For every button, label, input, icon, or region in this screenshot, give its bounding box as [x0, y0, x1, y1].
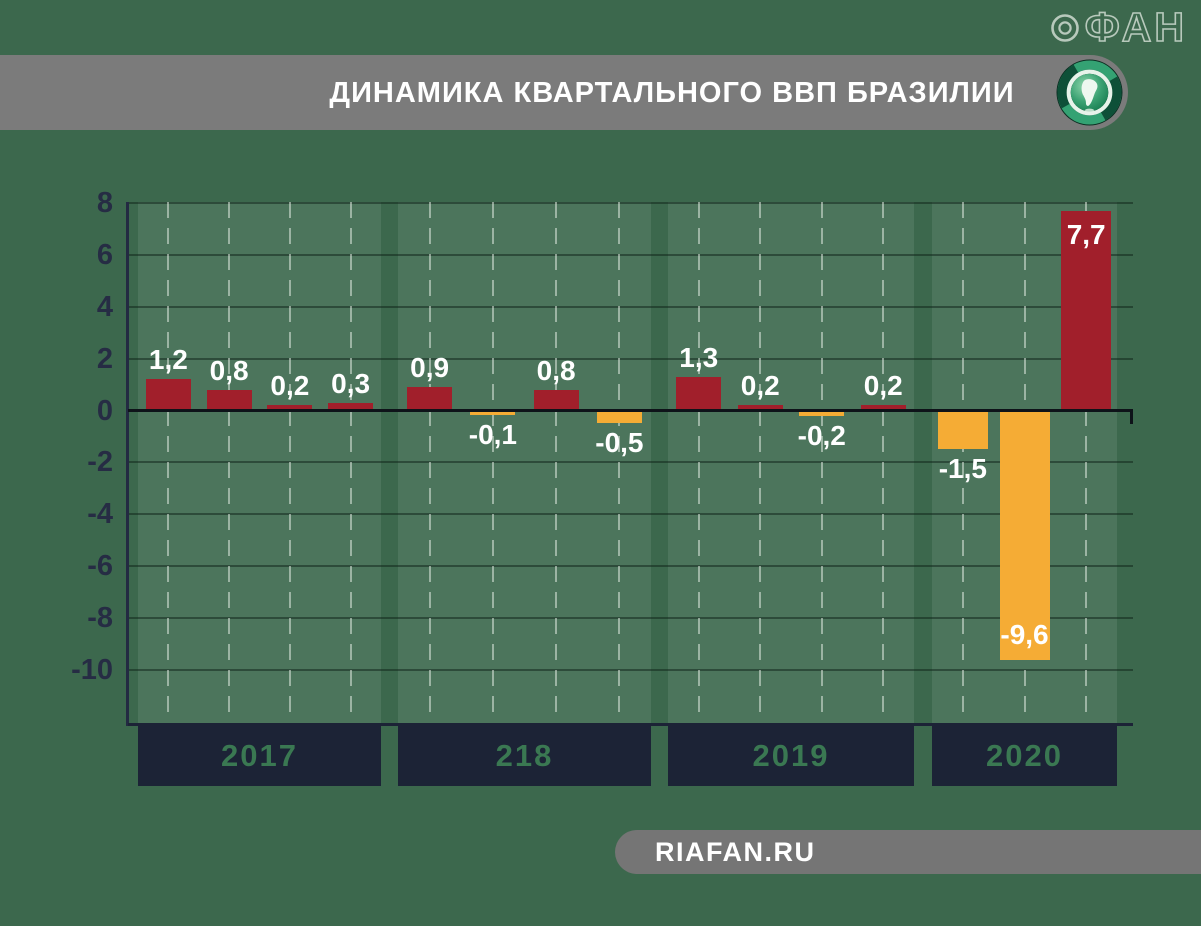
gdp-bar — [533, 389, 579, 411]
bar-value-label: 0,3 — [331, 367, 371, 399]
quarter-dashline — [759, 202, 762, 721]
gdp-bar — [1061, 210, 1112, 411]
gdp-bar — [470, 410, 516, 415]
bar-value-label: 0,8 — [536, 354, 576, 386]
gridline — [128, 201, 1133, 204]
quarter-dashline — [1085, 202, 1088, 721]
y-tick-label: -2 — [87, 446, 113, 479]
gdp-bar — [860, 405, 906, 411]
gdp-bar — [937, 410, 988, 450]
gdp-bar — [206, 389, 252, 411]
gdp-bar — [596, 410, 642, 424]
y-tick-label: -8 — [87, 602, 113, 635]
year-label: 2020 — [986, 738, 1063, 773]
gdp-bar — [676, 376, 722, 411]
year-box: 2019 — [668, 726, 914, 786]
y-tick-label: -6 — [87, 550, 113, 583]
year-label: 218 — [495, 738, 554, 773]
bar-value-label: 1,3 — [679, 341, 719, 373]
gdp-bar — [737, 405, 783, 411]
plot-bottom-line — [128, 723, 1133, 726]
south-america-globe-icon — [1056, 59, 1123, 126]
bar-value-label: 0,8 — [209, 354, 249, 386]
bar-value-label: 7,7 — [1066, 218, 1106, 250]
gridline — [128, 357, 1133, 360]
gridline — [128, 617, 1133, 620]
gridline — [128, 305, 1133, 308]
fan-watermark-text: ФАН — [1084, 4, 1187, 50]
quarter-dashline — [349, 202, 352, 721]
y-tick-label: 6 — [96, 238, 113, 271]
y-tick-label: 0 — [96, 394, 113, 427]
gridline — [128, 669, 1133, 671]
fan-watermark: ФАН — [1048, 4, 1187, 50]
year-label: 2017 — [221, 738, 298, 773]
bar-value-label: -9,6 — [1000, 618, 1049, 650]
y-tick-label: 2 — [96, 342, 113, 375]
quarter-dashline — [428, 202, 431, 721]
gdp-bar — [999, 410, 1050, 660]
quarter-dashline — [555, 202, 558, 721]
y-axis-line — [126, 202, 129, 726]
gdp-bar — [328, 402, 374, 411]
zero-baseline-end-tick — [1130, 409, 1133, 424]
quarter-dashline — [167, 202, 170, 721]
quarter-dashline — [882, 202, 885, 721]
quarter-dashline — [697, 202, 700, 721]
gdp-bar — [267, 405, 313, 411]
gridline — [128, 565, 1133, 568]
bar-value-label: 0,2 — [863, 370, 903, 402]
bar-value-label: 0,2 — [270, 370, 310, 402]
bar-value-label: 0,2 — [740, 370, 780, 402]
y-tick-label: -10 — [71, 654, 113, 686]
quarter-dashline — [618, 202, 621, 721]
bar-value-label: -1,5 — [938, 453, 987, 485]
zero-baseline — [128, 409, 1133, 412]
gridline — [128, 253, 1133, 256]
quarter-dashline — [288, 202, 291, 721]
year-box: 218 — [398, 726, 651, 786]
quarter-dashline — [820, 202, 823, 721]
year-box: 2017 — [138, 726, 381, 786]
year-box: 2020 — [932, 726, 1117, 786]
bar-value-label: -0,1 — [468, 418, 517, 450]
bar-value-label: -0,2 — [797, 419, 846, 451]
chart-title: ДИНАМИКА КВАРТАЛЬНОГО ВВП БРАЗИЛИИ — [329, 77, 1015, 109]
title-bar: ДИНАМИКА КВАРТАЛЬНОГО ВВП БРАЗИЛИИ — [0, 55, 1128, 130]
quarter-dashline — [961, 202, 964, 721]
year-label: 2019 — [752, 738, 830, 773]
footer-bar: RIAFAN.RU — [615, 830, 1201, 874]
quarter-dashline — [491, 202, 494, 721]
y-tick-label: -4 — [87, 498, 113, 531]
y-tick-label: 8 — [96, 186, 113, 219]
gridline — [128, 513, 1133, 516]
bar-value-label: 1,2 — [148, 344, 188, 376]
gridline — [128, 461, 1133, 464]
bar-value-label: -0,5 — [595, 427, 644, 459]
gdp-bar — [799, 410, 845, 416]
gdp-bar — [145, 379, 191, 411]
bar-value-label: 0,9 — [410, 352, 450, 384]
footer-site-label: RIAFAN.RU — [655, 837, 816, 867]
gdp-bar — [407, 387, 453, 411]
fan-ring-icon — [1048, 10, 1082, 44]
y-tick-label: 4 — [96, 290, 113, 323]
quarter-dashline — [228, 202, 231, 721]
